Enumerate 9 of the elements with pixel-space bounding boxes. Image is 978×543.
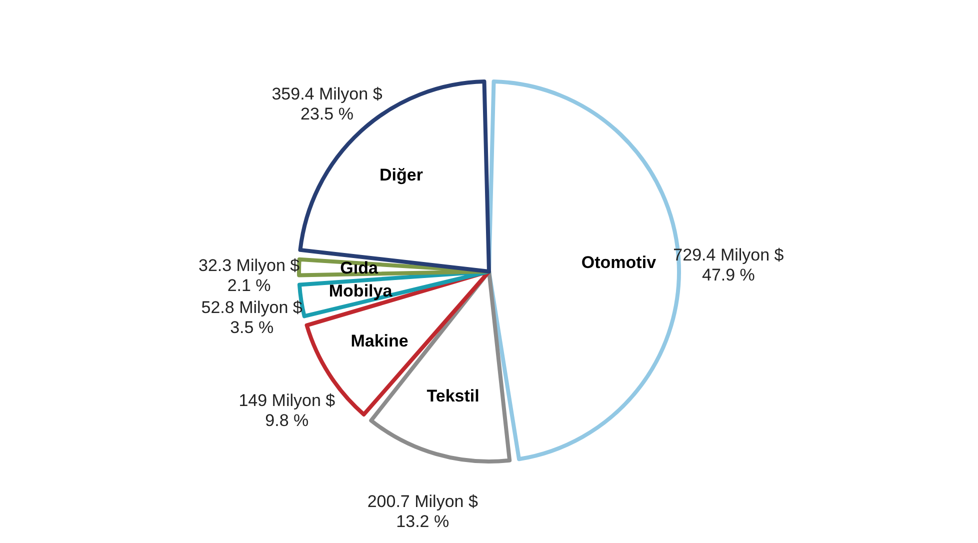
slice-label: Tekstil xyxy=(426,386,480,406)
data-label: 149 Milyon $ 9.8 % xyxy=(238,390,336,430)
slice-label: Otomotiv xyxy=(581,252,657,272)
slice-label: Makine xyxy=(350,332,408,351)
data-label: 729.4 Milyon $ 47.9 % xyxy=(673,245,784,284)
data-label: 200.7 Milyon $ 13.2 % xyxy=(367,492,478,532)
slice-label: Diğer xyxy=(380,166,424,185)
slice-label: Mobilya xyxy=(328,281,393,300)
data-label: 359.4 Milyon $ 23.5 % xyxy=(272,84,383,124)
